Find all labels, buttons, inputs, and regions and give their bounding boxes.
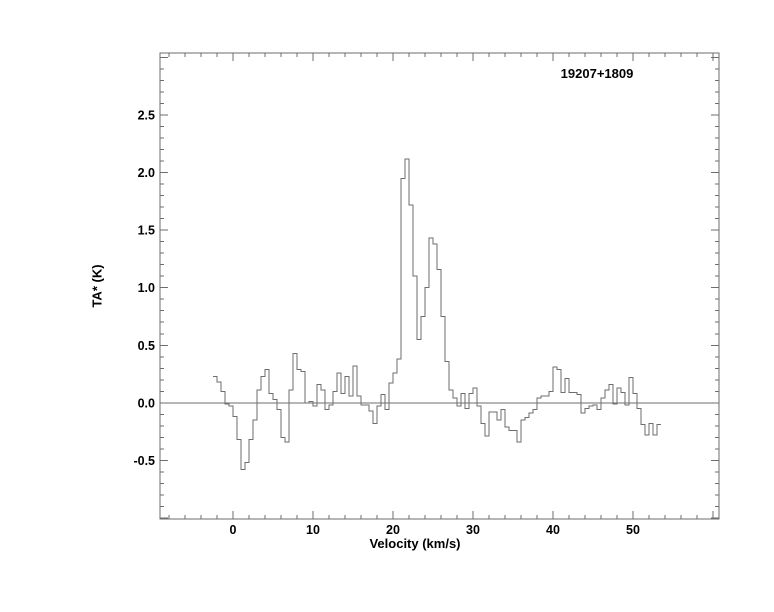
y-tick-label: 2.0: [138, 166, 155, 180]
y-tick-label: 1.0: [138, 281, 155, 295]
y-tick-label: 0.0: [138, 396, 155, 410]
y-axis-label: TA* (K): [89, 264, 105, 308]
y-tick-label: 0.5: [138, 339, 155, 353]
plot-frame: [159, 52, 720, 520]
x-axis-label: Velocity (km/s): [369, 536, 461, 551]
x-tick-label: 40: [546, 523, 560, 537]
x-tick-label: 30: [466, 523, 480, 537]
x-tick-label: 20: [386, 523, 400, 537]
spectrum-step-curve: [213, 158, 661, 470]
x-tick-label: 0: [230, 523, 237, 537]
y-tick-label: 1.5: [138, 224, 155, 238]
y-tick-label: -0.5: [133, 454, 155, 468]
x-tick-label: 10: [306, 523, 320, 537]
x-tick-label: 50: [626, 523, 640, 537]
y-tick-label: 2.5: [138, 109, 155, 123]
source-title: 19207+1809: [560, 66, 634, 81]
